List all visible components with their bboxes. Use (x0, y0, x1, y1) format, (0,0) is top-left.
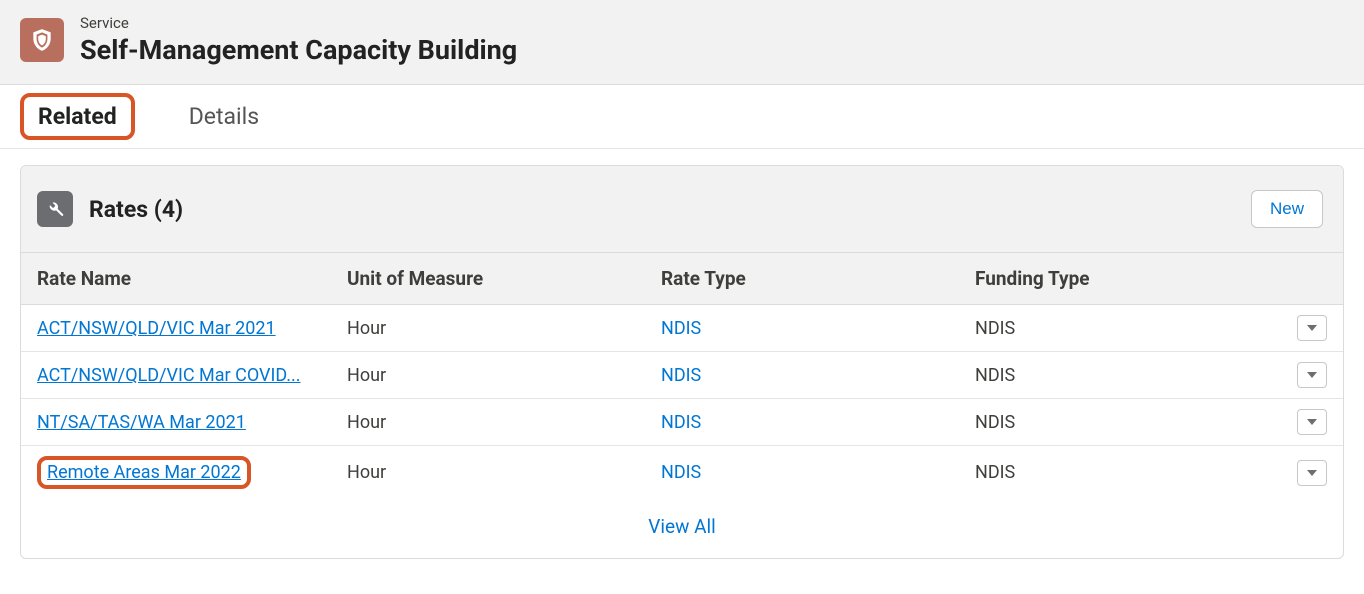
unit-cell: Hour (347, 412, 661, 433)
row-actions-button[interactable] (1297, 409, 1327, 435)
chevron-down-icon (1307, 418, 1317, 426)
object-label: Service (80, 14, 517, 32)
tab-details[interactable]: Details (183, 85, 265, 148)
rate-type-link[interactable]: NDIS (661, 318, 701, 339)
rate-name-link[interactable]: ACT/NSW/QLD/VIC Mar 2021 (37, 318, 276, 339)
rate-name-link[interactable]: NT/SA/TAS/WA Mar 2021 (37, 412, 246, 433)
rates-title: Rates (4) (89, 196, 183, 223)
table-row: ACT/NSW/QLD/VIC Mar COVID...HourNDISNDIS (21, 352, 1343, 399)
service-icon (20, 18, 64, 62)
highlight-rate-name: Remote Areas Mar 2022 (37, 456, 251, 489)
header-text: Service Self-Management Capacity Buildin… (80, 14, 517, 66)
table-row: ACT/NSW/QLD/VIC Mar 2021HourNDISNDIS (21, 305, 1343, 352)
rate-name-link[interactable]: ACT/NSW/QLD/VIC Mar COVID... (37, 365, 301, 386)
rate-type-link[interactable]: NDIS (661, 462, 701, 483)
unit-cell: Hour (347, 318, 661, 339)
funding-type-cell: NDIS (975, 365, 1283, 386)
rates-header: Rates (4) New (21, 166, 1343, 252)
unit-cell: Hour (347, 365, 661, 386)
page-title: Self-Management Capacity Building (80, 34, 517, 66)
chevron-down-icon (1307, 469, 1317, 477)
highlight-related-tab: Related (20, 93, 135, 140)
rates-related-list: Rates (4) New Rate Name Unit of Measure … (20, 165, 1344, 559)
funding-type-cell: NDIS (975, 318, 1283, 339)
col-funding-type: Funding Type (975, 267, 1283, 290)
unit-cell: Hour (347, 462, 661, 483)
column-headers: Rate Name Unit of Measure Rate Type Fund… (21, 252, 1343, 305)
chevron-down-icon (1307, 324, 1317, 332)
tab-related[interactable]: Related (38, 103, 117, 130)
view-all-container: View All (21, 499, 1343, 558)
table-row: Remote Areas Mar 2022HourNDISNDIS (21, 446, 1343, 499)
rate-name-link[interactable]: Remote Areas Mar 2022 (47, 462, 241, 483)
col-unit: Unit of Measure (347, 267, 661, 290)
shield-icon (29, 27, 55, 53)
row-actions-button[interactable] (1297, 460, 1327, 486)
funding-type-cell: NDIS (975, 462, 1283, 483)
wrench-icon (37, 191, 73, 227)
rate-type-link[interactable]: NDIS (661, 412, 701, 433)
row-actions-button[interactable] (1297, 315, 1327, 341)
funding-type-cell: NDIS (975, 412, 1283, 433)
col-rate-type: Rate Type (661, 267, 975, 290)
rate-type-link[interactable]: NDIS (661, 365, 701, 386)
col-rate-name: Rate Name (37, 267, 347, 290)
view-all-link[interactable]: View All (648, 515, 715, 538)
record-header: Service Self-Management Capacity Buildin… (0, 0, 1364, 85)
tabs: Related Details (0, 85, 1364, 149)
row-actions-button[interactable] (1297, 362, 1327, 388)
new-rate-button[interactable]: New (1251, 190, 1323, 228)
table-row: NT/SA/TAS/WA Mar 2021HourNDISNDIS (21, 399, 1343, 446)
chevron-down-icon (1307, 371, 1317, 379)
